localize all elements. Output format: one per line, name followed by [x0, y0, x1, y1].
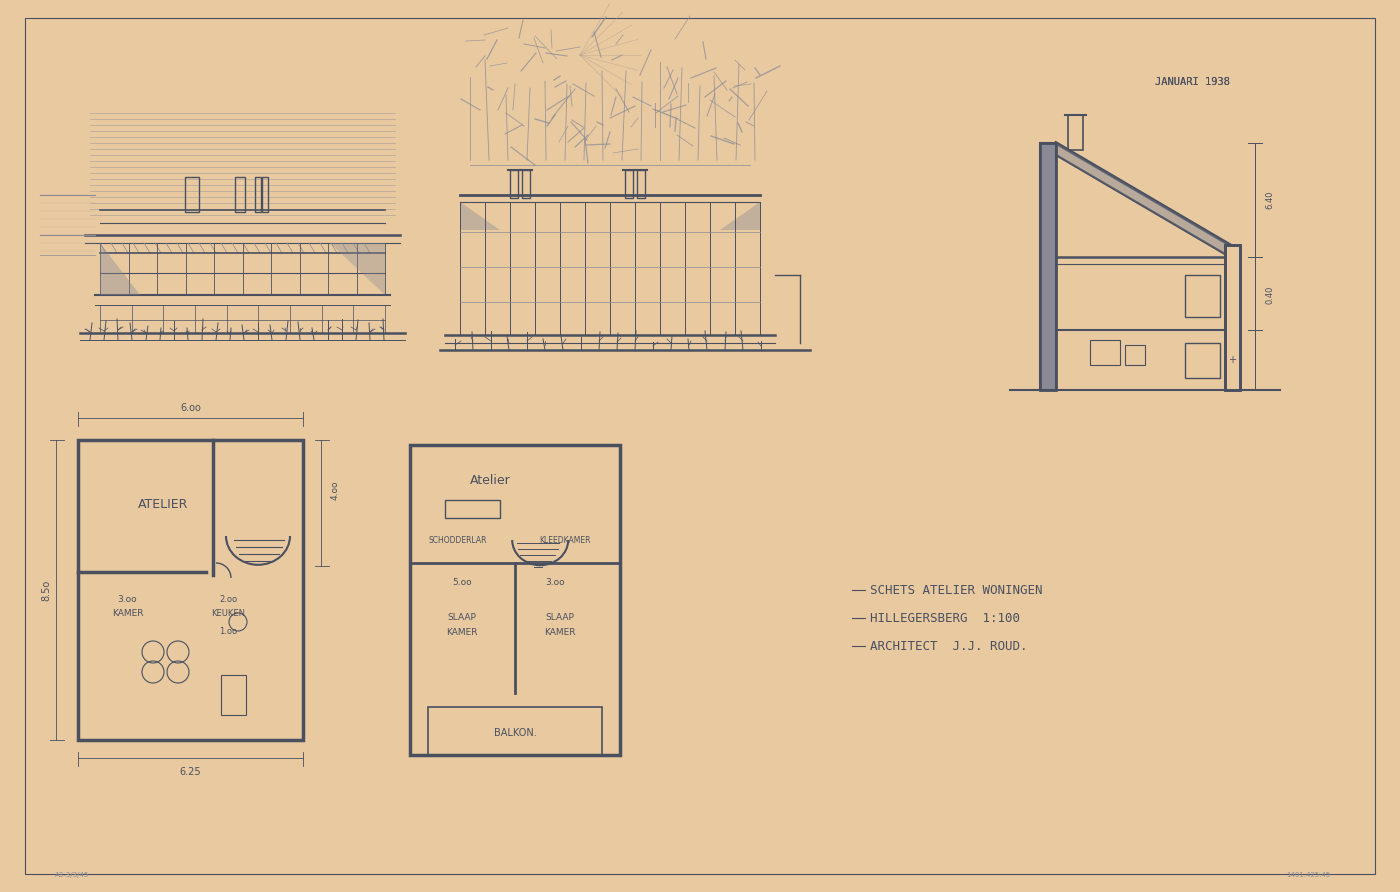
Text: JANUARI 1938: JANUARI 1938 [1155, 77, 1231, 87]
Text: ATELIER: ATELIER [139, 499, 189, 511]
Polygon shape [461, 202, 500, 230]
Bar [1040, 143, 1056, 390]
Bar [1068, 115, 1084, 150]
Text: KEUKEN: KEUKEN [211, 609, 245, 618]
Text: +: + [1228, 355, 1236, 365]
Polygon shape [99, 243, 140, 295]
Text: 6.25: 6.25 [179, 767, 202, 777]
Bar [1184, 275, 1219, 317]
Text: 0.40: 0.40 [1266, 285, 1274, 304]
Text: KAMER: KAMER [112, 609, 143, 618]
Text: KLEEDKAMER: KLEEDKAMER [539, 536, 591, 545]
Text: 1.oo: 1.oo [218, 627, 237, 637]
Text: 8.5o: 8.5o [41, 580, 50, 600]
Polygon shape [1056, 143, 1231, 257]
Bar [1184, 343, 1219, 378]
Bar [255, 177, 260, 212]
Text: 5.oo: 5.oo [452, 578, 472, 587]
Text: 6.oo: 6.oo [181, 403, 202, 413]
Bar [235, 177, 245, 212]
Text: 3.oo: 3.oo [545, 578, 564, 587]
Text: KAMER: KAMER [545, 628, 575, 637]
Bar [445, 500, 500, 518]
Text: 6.40: 6.40 [1266, 191, 1274, 210]
Text: 4.oo: 4.oo [330, 480, 339, 500]
Bar [1091, 340, 1120, 365]
Bar [185, 177, 199, 212]
Text: 3.oo: 3.oo [118, 596, 137, 605]
Text: BALKON.: BALKON. [494, 728, 536, 738]
Bar [624, 170, 633, 198]
Text: SLAAP: SLAAP [448, 614, 476, 623]
Bar [221, 675, 246, 715]
Text: KAMER: KAMER [447, 628, 477, 637]
Text: Atelier: Atelier [469, 474, 510, 486]
Text: 2.oo: 2.oo [218, 596, 237, 605]
Bar [522, 170, 531, 198]
Bar [1225, 245, 1240, 390]
Bar [410, 445, 620, 755]
Polygon shape [330, 243, 385, 295]
Bar [510, 170, 518, 198]
Bar [262, 177, 267, 212]
Text: JANUARI 1938: JANUARI 1938 [1155, 77, 1231, 87]
Text: SCHETS ATELIER WONINGEN: SCHETS ATELIER WONINGEN [869, 583, 1043, 597]
Text: SLAAP: SLAAP [546, 614, 574, 623]
Text: ARCHITECT  J.J. ROUD.: ARCHITECT J.J. ROUD. [869, 640, 1028, 653]
Bar [1040, 143, 1056, 390]
Polygon shape [720, 202, 760, 230]
Bar [428, 707, 602, 755]
Text: HILLEGERSBERG  1:100: HILLEGERSBERG 1:100 [869, 612, 1021, 624]
Text: SCHODDERLAR: SCHODDERLAR [428, 536, 487, 545]
Bar [1126, 345, 1145, 365]
Text: A3-3/3/45: A3-3/3/45 [55, 872, 90, 878]
Text: 1401.425.45: 1401.425.45 [1285, 872, 1330, 878]
Bar [637, 170, 645, 198]
Bar [1225, 245, 1240, 390]
Bar [78, 440, 302, 740]
